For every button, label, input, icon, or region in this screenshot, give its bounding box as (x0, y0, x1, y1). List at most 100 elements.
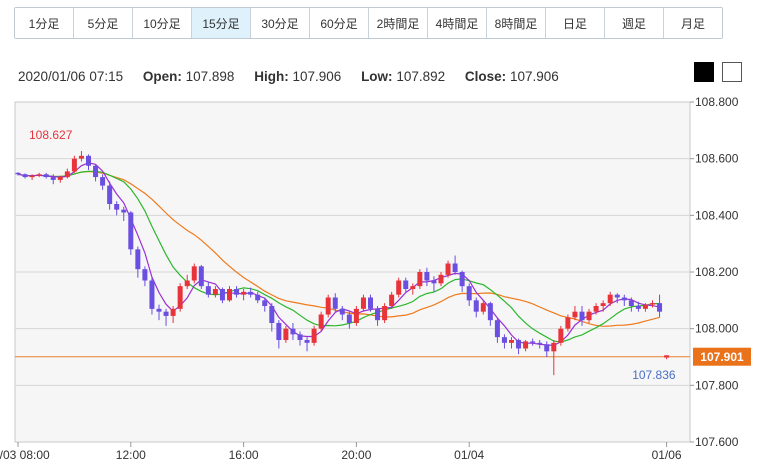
candle-body (15, 172, 21, 175)
tab-10min[interactable]: 10分足 (133, 8, 192, 38)
candle (530, 338, 536, 346)
tab-daily[interactable]: 日足 (546, 8, 605, 38)
candle (417, 269, 423, 289)
candle-body (241, 291, 247, 295)
candle (424, 267, 430, 287)
candle (227, 286, 232, 302)
candle-body (593, 306, 599, 312)
high-value: 107.906 (292, 69, 342, 84)
candle (614, 293, 620, 304)
candle (93, 164, 99, 182)
candle-body (311, 328, 317, 343)
candle-body (558, 328, 564, 343)
last-price-tag (693, 347, 751, 366)
tab-60min[interactable]: 60分足 (310, 8, 369, 38)
candle (121, 206, 127, 221)
last-price-tag-label: 107.901 (700, 350, 744, 364)
candle-body (530, 341, 536, 343)
candle-body (219, 289, 225, 301)
candle (551, 340, 557, 376)
tab-5min[interactable]: 5分足 (74, 8, 133, 38)
x-tick-label: 12:00 (116, 448, 146, 462)
candle (71, 155, 77, 173)
candle (184, 274, 190, 289)
candle-body (184, 280, 190, 287)
candle-body (163, 311, 169, 316)
candle-body (36, 174, 42, 176)
candle-body (149, 280, 155, 309)
low-annotation: 107.836 (632, 368, 676, 382)
y-tick-label: 108.600 (695, 152, 739, 166)
candle (494, 317, 500, 343)
candle-body (29, 175, 35, 178)
candle (445, 260, 451, 278)
candle-body (57, 177, 63, 180)
candle-body (262, 300, 268, 306)
tab-15min[interactable]: 15分足 (192, 8, 251, 38)
tab-1min[interactable]: 1分足 (15, 8, 74, 38)
candle (50, 174, 56, 185)
candle (664, 355, 670, 360)
candle-body (64, 171, 70, 178)
candle-body (93, 165, 99, 178)
candle-body (607, 294, 613, 304)
candle (22, 173, 28, 179)
candle-body (50, 177, 56, 180)
candle-body (382, 306, 388, 321)
close-label: Close: (464, 69, 507, 84)
x-tick-label: 16:00 (229, 448, 259, 462)
candle-body (318, 314, 324, 329)
candle-body (212, 289, 218, 295)
candle-body (375, 308, 381, 321)
tab-30min[interactable]: 30分足 (251, 8, 310, 38)
candle (375, 306, 381, 326)
candle (593, 303, 599, 315)
candle-body (642, 304, 648, 309)
y-tick-label: 107.600 (695, 435, 739, 449)
candle (163, 308, 169, 326)
ma-mid-line (17, 170, 660, 343)
candle-body (523, 341, 529, 349)
candle (318, 311, 324, 332)
candle (403, 277, 409, 292)
candle (304, 337, 310, 352)
open-label: Open: (142, 69, 182, 84)
candle (642, 303, 648, 312)
candle (657, 294, 663, 318)
tab-8hour[interactable]: 8時間足 (487, 8, 546, 38)
candle (107, 181, 113, 210)
candle (487, 301, 493, 326)
tab-2hour[interactable]: 2時間足 (369, 8, 428, 38)
tab-monthly[interactable]: 月足 (664, 8, 722, 38)
light-theme-button[interactable] (722, 62, 742, 82)
candle-body (170, 308, 176, 316)
candle (579, 306, 585, 326)
candle-body (537, 342, 543, 345)
dark-theme-button[interactable] (694, 62, 714, 82)
candle (635, 301, 641, 312)
candle (650, 300, 655, 308)
candle-body (142, 269, 148, 281)
ohlc-readout: 2020/01/06 07:15 Open: 107.898 High: 107… (18, 69, 559, 84)
candle (600, 300, 606, 312)
tab-weekly[interactable]: 週足 (605, 8, 664, 38)
candle (537, 340, 543, 349)
candle-body (438, 274, 444, 284)
candle (177, 283, 183, 312)
candle (86, 154, 91, 170)
candle-body (579, 311, 585, 321)
candle (544, 341, 550, 357)
candle-body (234, 289, 240, 295)
candle (389, 291, 395, 309)
candle-body (255, 294, 261, 301)
y-tick-label: 108.800 (695, 95, 739, 109)
candle-body (473, 300, 479, 312)
candle (410, 283, 416, 295)
tab-4hour[interactable]: 4時間足 (428, 8, 487, 38)
candle-body (107, 185, 113, 204)
candle-body (410, 286, 416, 289)
candle-body (332, 297, 338, 309)
candle-body (586, 311, 592, 321)
candle (78, 151, 84, 162)
